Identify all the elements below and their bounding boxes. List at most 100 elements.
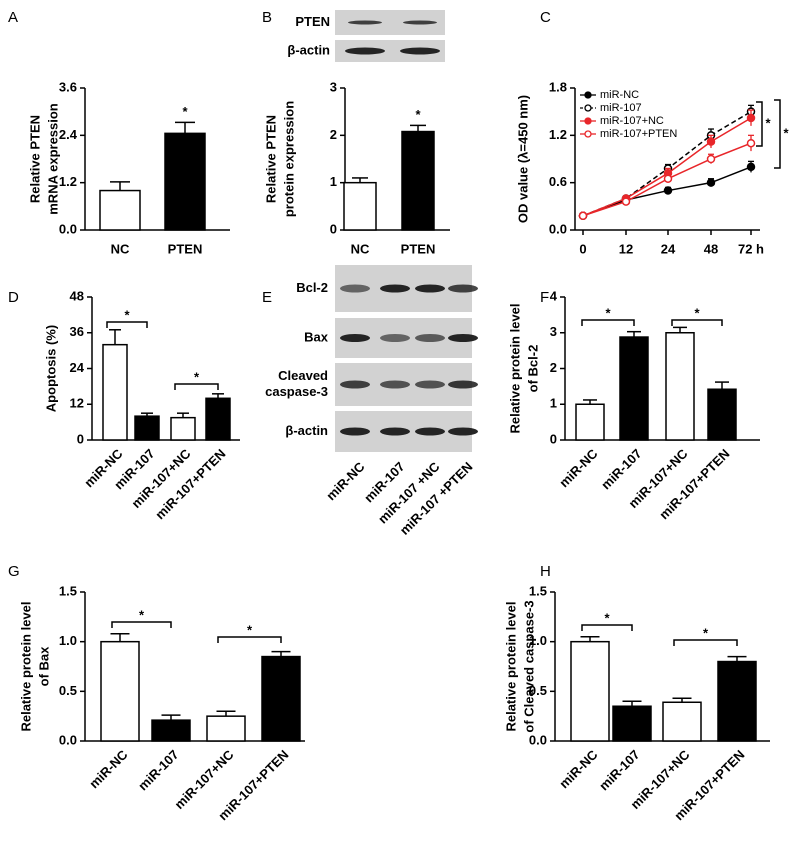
significance: * [415,107,421,122]
y-axis-label: Relative protein level [18,601,33,731]
y-axis-label: Relative PTEN [263,115,278,203]
y-tick-label: 1 [330,174,337,189]
y-tick-label: 0.6 [549,174,567,189]
x-tick-label: miR-107 [135,747,181,793]
blot-band [448,334,478,342]
significance-bracket [581,319,635,326]
significance-bracket [671,319,723,326]
significance-bracket [111,621,172,628]
y-tick-label: 0.5 [529,683,547,698]
y-tick-label: 4 [550,288,558,303]
bar [665,332,695,441]
significance: * [139,607,145,622]
legend-marker [584,117,592,125]
x-tick-label: miR-107 [596,747,642,793]
marker [663,174,673,183]
significance-bracket [581,624,633,631]
blot-row-label: PTEN [295,14,330,29]
bar [575,403,605,441]
panel-label: A [8,9,18,26]
significance: * [605,305,611,320]
legend-marker [584,130,592,138]
significance: * [765,115,771,130]
y-tick-label: 1.5 [59,583,77,598]
x-tick-label: miR-107 [598,446,644,492]
y-tick-label: 1.0 [59,633,77,648]
y-tick-label: 3 [330,79,337,94]
blot-band [400,47,440,55]
panel-label: D [8,289,19,306]
y-tick-label: 3.6 [59,79,77,94]
bar [206,715,246,742]
y-axis-label: of Bcl-2 [525,345,540,393]
blot-row-label: β-actin [287,42,330,57]
bar [102,343,128,441]
y-axis-label: OD value (λ=450 nm) [515,95,530,223]
significance-bracket [217,636,282,643]
x-tick-label: PTEN [168,241,203,256]
x-tick-label: 24 [661,241,676,256]
y-tick-label: 0 [330,221,337,236]
y-tick-label: 24 [70,360,85,375]
y-tick-label: 0 [77,431,84,446]
y-axis-label: protein expression [281,101,296,217]
y-axis-label: Apoptosis (%) [43,325,58,412]
panel-label: H [540,563,551,580]
marker [706,137,716,146]
blot-band [348,20,382,25]
blot-strip [335,40,445,62]
blot-row-label: β-actin [285,423,328,438]
significance: * [703,625,709,640]
x-tick-label: miR-NC [556,747,601,792]
blot-band [380,334,410,342]
blot-band [448,380,478,389]
marker [621,197,631,206]
bar [717,660,757,742]
blot-band [380,427,410,436]
blot-band [403,20,437,25]
bar [401,130,435,231]
blot-band [340,284,370,293]
blot-band [380,380,410,389]
y-axis-label: of Cleaved caspase-3 [521,600,536,732]
bar [707,388,737,441]
significance: * [783,125,789,140]
blot-lane-label: miR-NC [323,459,368,504]
bar [570,640,610,742]
panel-label: F [540,289,549,306]
marker [746,138,756,148]
blot-row-label: Bcl-2 [296,280,328,295]
bar [662,701,702,742]
significance-bracket [673,639,738,646]
significance: * [694,305,700,320]
x-tick-label: NC [111,241,130,256]
legend-label: miR-107+NC [600,115,664,127]
bar [205,397,231,441]
bar [261,655,301,742]
y-tick-label: 1.2 [59,174,77,189]
y-tick-label: 2 [330,127,337,142]
panel-label: G [8,563,20,580]
y-tick-label: 0.0 [59,221,77,236]
significance-bracket [174,383,219,390]
blot-band [448,427,478,436]
blot-row-label: caspase-3 [265,384,328,399]
x-tick-label: 0 [579,241,586,256]
y-tick-label: 3 [550,324,557,339]
y-axis-label: mRNA expression [45,103,60,215]
y-tick-label: 12 [70,396,84,411]
bar [134,415,160,441]
y-tick-label: 36 [70,324,84,339]
x-tick-label: 48 [704,241,718,256]
bar [612,705,652,742]
x-tick-label: miR-NC [86,747,131,792]
x-tick-label: NC [351,241,370,256]
legend-marker [584,104,592,112]
y-axis-label: Relative protein level [503,601,518,731]
marker [706,154,716,164]
y-tick-label: 1.2 [549,127,567,142]
blot-row-label: Bax [304,329,329,344]
significance: * [182,104,188,119]
y-tick-label: 1.0 [529,633,547,648]
